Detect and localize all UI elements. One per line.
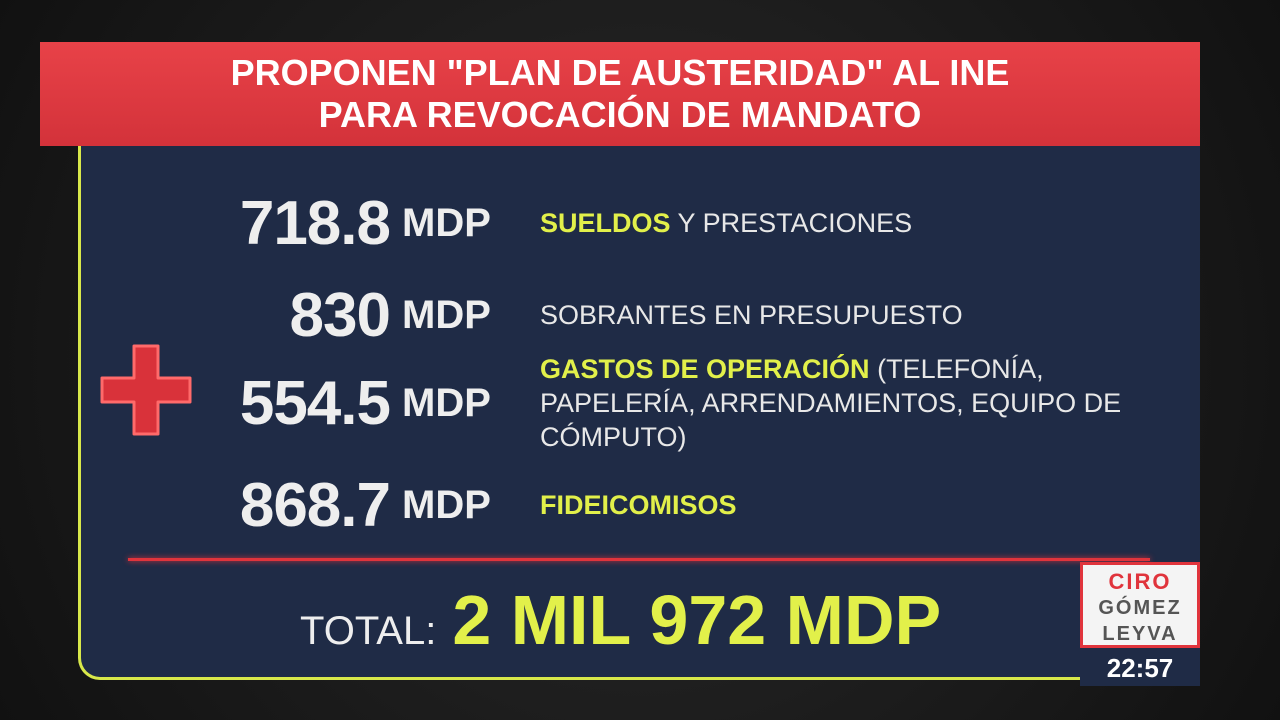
title-line: PARA REVOCACIÓN DE MANDATO xyxy=(318,94,922,135)
description: GASTOS DE OPERACIÓN (TELEFONÍA, PAPELERÍ… xyxy=(532,352,1160,454)
logo-line: LEYVA xyxy=(1102,623,1178,645)
item-row: 718.8 MDP SUELDOS Y PRESTACIONES xyxy=(100,180,1180,266)
amount: 554.5 xyxy=(239,368,391,438)
logo: CIRO GÓMEZ LEYVA xyxy=(1080,562,1200,648)
total-label: TOTAL: xyxy=(300,609,437,653)
unit: MDP xyxy=(402,200,491,245)
description-text: Y PRESTACIONES xyxy=(677,208,913,238)
description: SOBRANTES EN PRESUPUESTO xyxy=(532,298,1160,332)
item-row: 830 MDP SOBRANTES EN PRESUPUESTO xyxy=(100,272,1180,358)
amount: 868.7 xyxy=(239,470,391,540)
logo-line: CIRO xyxy=(1108,569,1172,594)
description-text: SOBRANTES EN PRESUPUESTO xyxy=(540,300,963,330)
highlight: SUELDOS xyxy=(540,208,671,238)
unit: MDP xyxy=(402,482,491,527)
amount: 718.8 xyxy=(239,188,391,258)
header: PROPONEN "PLAN DE AUSTERIDAD" AL INE PAR… xyxy=(40,42,1200,146)
description-text: (TELEFONÍA, PAPELERÍA, ARRENDAMIENTOS, E… xyxy=(540,354,1122,452)
total: TOTAL: 2 MIL 972 MDP xyxy=(300,580,1000,660)
highlight: GASTOS DE OPERACIÓN xyxy=(540,354,870,384)
unit: MDP xyxy=(402,292,491,337)
description: FIDEICOMISOS xyxy=(532,488,1160,522)
highlight: FIDEICOMISOS xyxy=(540,490,737,520)
plus-icon xyxy=(100,344,192,436)
total-amount: 2 MIL 972 MDP xyxy=(452,581,942,659)
panel xyxy=(78,120,1200,680)
item-row: 554.5 MDP GASTOS DE OPERACIÓN (TELEFONÍA, … xyxy=(100,354,1180,452)
separator xyxy=(128,558,1150,561)
logo-line: GÓMEZ xyxy=(1098,597,1182,619)
amount: 830 xyxy=(289,280,391,350)
clock: 22:57 xyxy=(1080,650,1200,686)
item-row: 868.7 MDP FIDEICOMISOS xyxy=(100,462,1180,548)
unit: MDP xyxy=(402,380,491,425)
description: SUELDOS Y PRESTACIONES xyxy=(532,206,1160,240)
title-line: PROPONEN "PLAN DE AUSTERIDAD" AL INE xyxy=(230,52,1010,93)
